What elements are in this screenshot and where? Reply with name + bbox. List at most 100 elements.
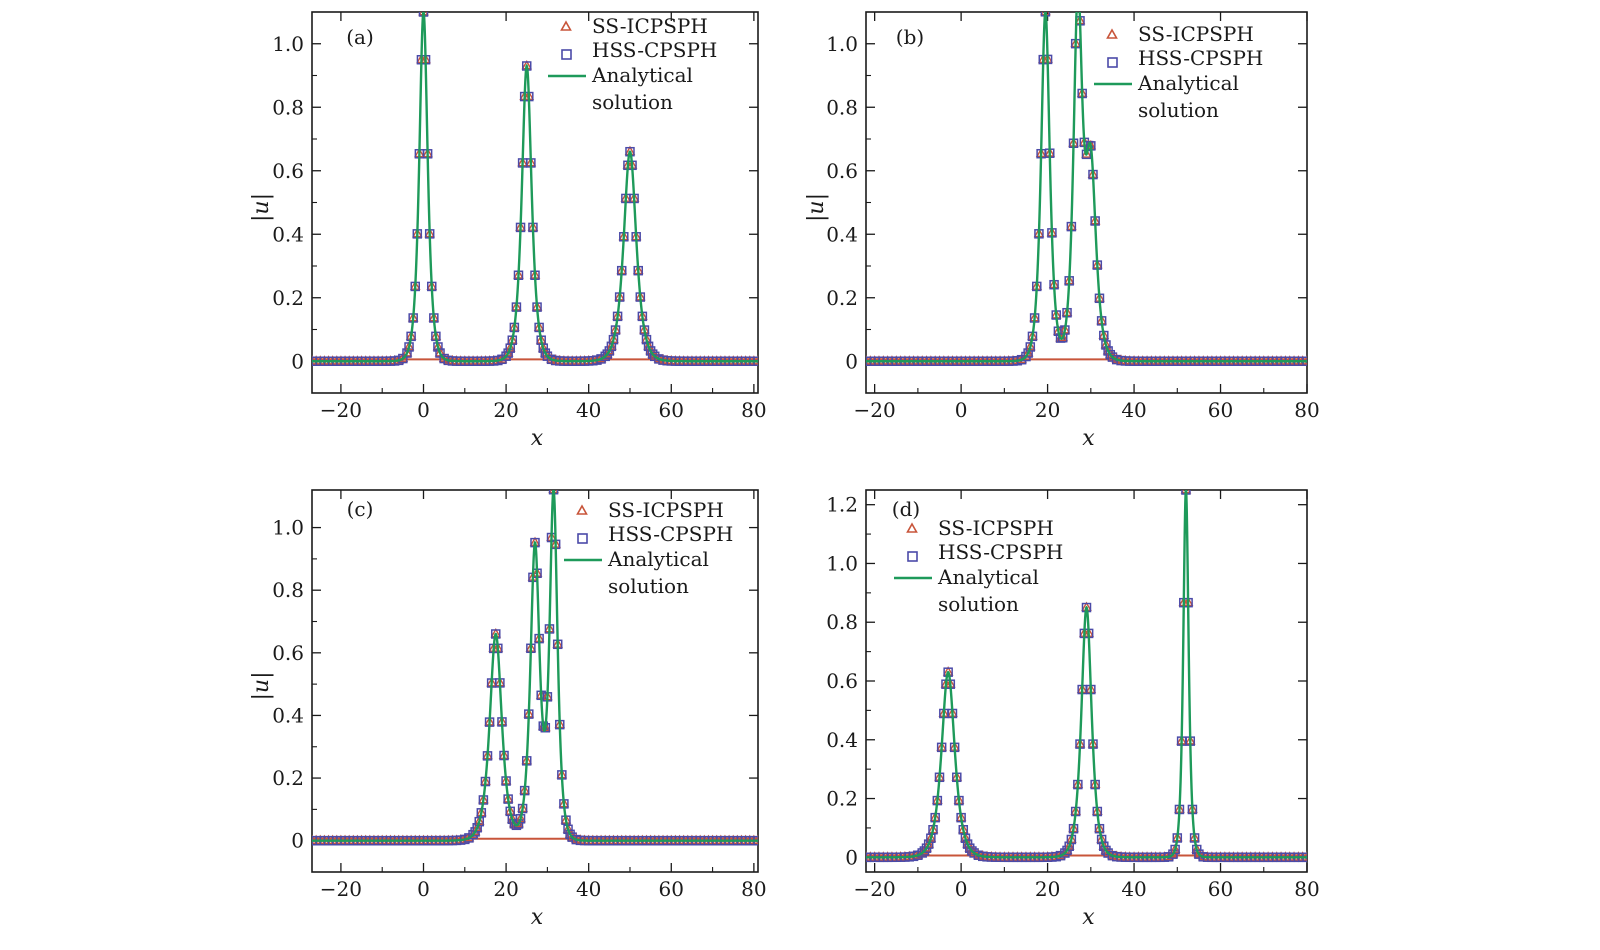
y-tick-label: 0.8 — [826, 610, 858, 634]
legend-analytical-label: Analytical — [937, 565, 1039, 589]
legend-ss-icpsph-label: SS-ICPSPH — [608, 498, 724, 522]
legend-analytical-label: Analytical — [607, 547, 709, 571]
hss-cpsph-point — [565, 829, 575, 840]
legend-analytical-label: Analytical — [591, 63, 693, 87]
hss-cpsph-point — [923, 839, 934, 849]
legend-hss-cpsph-label: HSS-CPSPH — [938, 540, 1063, 564]
panel-tag: (b) — [896, 25, 924, 49]
x-tick-label: 20 — [1035, 398, 1060, 422]
y-tick-label: 1.0 — [272, 516, 304, 540]
y-tick-label: 0.4 — [826, 222, 858, 246]
analytical-solution-line — [866, 490, 1307, 859]
legend-hss-cpsph-marker — [907, 551, 918, 562]
panel-c: −20 0 20 40 60 80 0 0.2 0.4 0.6 0.8 1.0 x |u| (c) SS-IC… — [249, 489, 767, 930]
y-tick-label: 0.6 — [272, 159, 304, 183]
y-axis-label: |u| — [804, 193, 829, 222]
y-tick-label: 0.8 — [826, 95, 858, 119]
legend-hss-cpsph-marker — [561, 49, 572, 60]
y-axis-label: |u| — [249, 193, 274, 222]
x-tick-label: 60 — [659, 398, 684, 422]
legend-analytical-label-line2: solution — [592, 90, 673, 114]
legend-hss-cpsph-marker — [1107, 57, 1118, 68]
ss-icpsph-point — [923, 838, 935, 848]
analytical-solution-line — [312, 12, 758, 363]
y-tick-label: 0.6 — [826, 159, 858, 183]
analytical-solution-line — [312, 490, 758, 842]
legend-ss-icpsph-label: SS-ICPSPH — [592, 14, 708, 38]
y-tick-label: 0.2 — [272, 286, 304, 310]
x-tick-label: 80 — [1294, 398, 1319, 422]
x-tick-label: 60 — [1208, 877, 1233, 901]
ss-icpsph-point — [401, 347, 413, 357]
y-tick-label: 0.6 — [826, 669, 858, 693]
legend-ss-icpsph-marker — [906, 522, 918, 533]
y-tick-label: 1.0 — [826, 551, 858, 575]
panel-a: −20 0 20 40 60 80 0 0.2 0.4 0.6 0.8 1.0 x |u| (a) SS-IC… — [249, 11, 767, 451]
y-tick-label: 0.8 — [272, 578, 304, 602]
plot-frame — [311, 489, 759, 873]
legend-ss-icpsph-label: SS-ICPSPH — [938, 516, 1054, 540]
y-tick-label: 0.6 — [272, 641, 304, 665]
legend-hss-cpsph-label: HSS-CPSPH — [592, 38, 717, 62]
x-tick-label: 20 — [493, 398, 518, 422]
panel-tag: (d) — [892, 497, 920, 521]
analytical-solution-line — [866, 12, 1307, 363]
legend-analytical-label-line2: solution — [938, 592, 1019, 616]
hss-cpsph-point — [503, 348, 513, 358]
panel-tag: (c) — [347, 497, 374, 521]
x-tick-label: 40 — [1121, 877, 1146, 901]
x-tick-label: 40 — [1121, 398, 1146, 422]
plot-frame — [865, 489, 1308, 873]
y-tick-label: 0.8 — [272, 95, 304, 119]
x-tick-label: −20 — [854, 877, 896, 901]
y-tick-label: 0.2 — [826, 787, 858, 811]
y-tick-label: 0.4 — [272, 703, 304, 727]
legend-hss-cpsph-marker — [577, 533, 588, 544]
series-group — [312, 12, 758, 366]
y-tick-label: 1.0 — [272, 32, 304, 56]
y-tick-label: 0 — [845, 845, 858, 869]
x-tick-label: 80 — [1294, 877, 1319, 901]
x-axis-label: x — [531, 426, 544, 451]
y-tick-label: 0.2 — [272, 766, 304, 790]
y-axis-label: |u| — [249, 672, 274, 701]
x-axis-label: x — [531, 905, 544, 930]
y-tick-label: 0.2 — [826, 286, 858, 310]
x-tick-label: −20 — [320, 398, 362, 422]
x-tick-label: 60 — [1208, 398, 1233, 422]
x-tick-label: 80 — [741, 877, 766, 901]
x-tick-label: 0 — [955, 398, 968, 422]
legend-analytical-label: Analytical — [1137, 71, 1239, 95]
x-tick-label: 20 — [1035, 877, 1060, 901]
legend-ss-icpsph-marker — [576, 504, 588, 515]
legend-ss-icpsph-label: SS-ICPSPH — [1138, 22, 1254, 46]
x-tick-label: 40 — [576, 877, 601, 901]
panel-d: −20 0 20 40 60 8000.20.40.60.81.01.2x(d)SS-IC… — [826, 489, 1320, 930]
y-tick-label: 0.4 — [272, 222, 304, 246]
hss-cpsph-point — [540, 348, 551, 358]
series-group — [866, 490, 1307, 863]
y-tick-label: 1.2 — [826, 493, 858, 517]
panel-tag: (a) — [346, 25, 374, 49]
ss-icpsph-point — [1022, 347, 1034, 357]
y-tick-label: 0 — [291, 349, 304, 373]
x-axis-label: x — [1082, 905, 1095, 930]
legend-analytical-label-line2: solution — [1138, 98, 1219, 122]
legend-ss-icpsph-marker — [1106, 28, 1118, 39]
hss-cpsph-point — [943, 667, 953, 677]
hss-cpsph-point — [472, 822, 482, 833]
x-tick-label: 80 — [741, 398, 766, 422]
x-tick-label: 0 — [955, 877, 968, 901]
series-group — [312, 490, 758, 846]
x-tick-label: 0 — [417, 398, 430, 422]
x-axis-label: x — [1082, 426, 1095, 451]
y-tick-label: 1.0 — [826, 32, 858, 56]
x-tick-label: 0 — [417, 877, 430, 901]
legend-ss-icpsph-marker — [560, 20, 572, 31]
legend-hss-cpsph-label: HSS-CPSPH — [608, 522, 733, 546]
series-group — [866, 12, 1307, 366]
